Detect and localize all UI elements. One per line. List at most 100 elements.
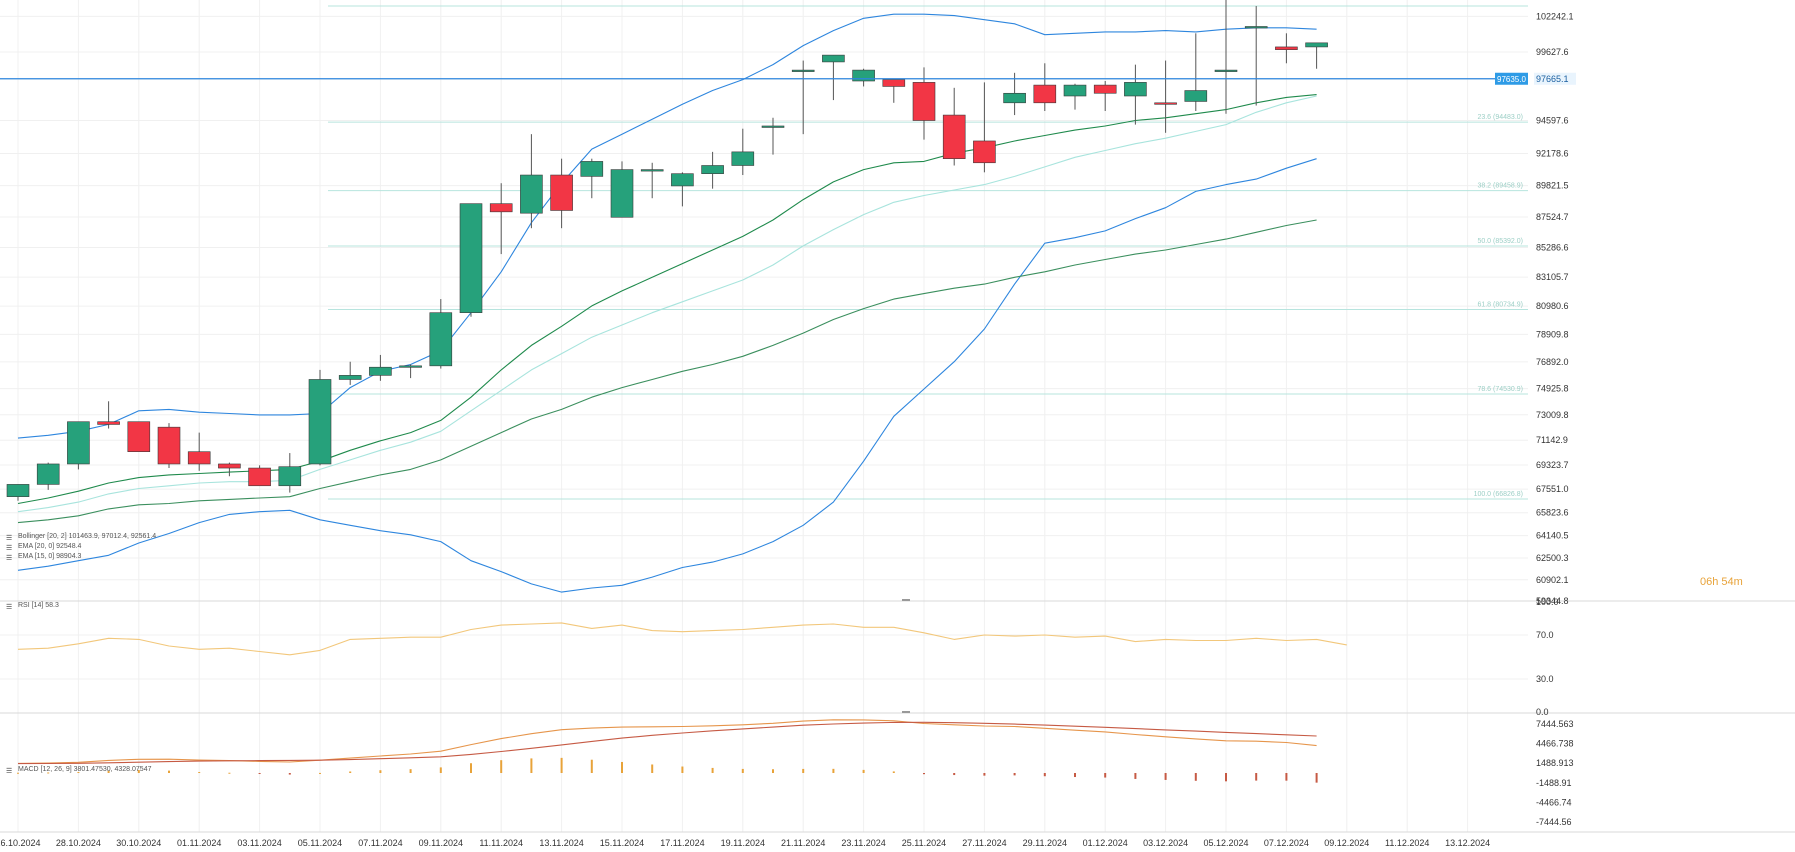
legend-bollinger[interactable]: ☰ Bollinger [20, 2] 101463.9, 97012.4, 9… — [6, 532, 156, 542]
candle-bear — [1154, 102, 1177, 105]
date-tick-label: 11.12.2024 — [1385, 838, 1429, 848]
price-tick-label: 71142.9 — [1536, 435, 1568, 445]
settings-icon[interactable]: ☰ — [6, 603, 13, 611]
macd-panel — [17, 719, 1318, 783]
rsi-panel — [0, 622, 1528, 680]
macd-histogram-bar — [409, 769, 412, 773]
price-tick-label: 92178.6 — [1536, 149, 1569, 159]
bid-price-label: 97635.0 — [1497, 75, 1526, 84]
candle-bear — [1093, 84, 1117, 94]
date-tick-label: 13.11.2024 — [539, 838, 583, 848]
macd-tick-label: -1488.91 — [1536, 778, 1572, 788]
settings-icon[interactable]: ☰ — [6, 554, 13, 562]
macd-histogram-bar — [1255, 773, 1258, 781]
macd-tick-label: 7444.563 — [1536, 719, 1574, 729]
rsi-legend[interactable]: ☰ RSI [14] 58.3 — [6, 601, 59, 611]
macd-histogram-bar — [590, 759, 593, 773]
candle-bear — [942, 114, 966, 159]
candle-bear — [248, 467, 271, 487]
candle-bull — [610, 169, 634, 218]
date-tick-label: 11.11.2024 — [479, 838, 523, 848]
macd-histogram-bar — [681, 766, 684, 773]
candle-bear — [127, 421, 151, 452]
candle-bull — [822, 54, 845, 63]
bid-price-tag — [1495, 72, 1528, 85]
macd-histogram-bar — [137, 770, 140, 773]
macd-histogram-bar — [77, 772, 80, 774]
price-tick-label: 60902.1 — [1536, 575, 1569, 585]
price-tick-label: 74925.8 — [1536, 384, 1569, 394]
candle-bull — [1184, 90, 1208, 102]
candle-bear — [157, 426, 181, 465]
candle-bull — [369, 366, 392, 376]
macd-histogram-bar — [1043, 773, 1046, 777]
date-tick-label: 19.11.2024 — [721, 838, 765, 848]
legend-ema20[interactable]: ☰ EMA [20, 0] 92548.4 — [6, 542, 156, 552]
settings-icon[interactable]: ☰ — [6, 544, 13, 552]
fib-level-label: 78.6 (74530.9) — [1477, 386, 1523, 393]
macd-histogram-bar — [349, 771, 352, 773]
candle-bull — [67, 421, 90, 465]
macd-histogram-bar — [862, 769, 865, 773]
candle-bear — [973, 140, 996, 164]
candle-bull — [791, 69, 815, 72]
macd-signal-line — [17, 721, 1317, 765]
macd-histogram-bar — [651, 764, 654, 773]
candle-bull — [520, 174, 543, 214]
date-tick-label: 15.11.2024 — [600, 838, 644, 848]
macd-legend[interactable]: ☰ MACD [12, 26, 9] 3801.47530, 4328.0754… — [6, 765, 152, 775]
macd-tick-label: 1488.913 — [1536, 758, 1574, 768]
macd-histogram-bar — [1074, 773, 1076, 778]
candle-bull — [761, 125, 785, 128]
legend-ema15[interactable]: ☰ EMA [15, 0] 98904.3 — [6, 552, 156, 562]
candle-bear — [187, 451, 211, 465]
date-tick-label: 23.11.2024 — [841, 838, 885, 848]
fib-level-label: 61.8 (80734.9) — [1477, 301, 1523, 308]
candle-bull — [852, 69, 875, 82]
price-tick-label: 69323.7 — [1536, 460, 1569, 470]
date-tick-label: 27.11.2024 — [962, 838, 1006, 848]
macd-histogram-bar — [1104, 773, 1107, 778]
candle-bull — [308, 379, 332, 465]
date-tick-label: 07.11.2024 — [358, 838, 402, 848]
current-price-tag — [1534, 72, 1576, 85]
fib-level-label: 23.6 (94483.0) — [1477, 114, 1523, 121]
candle-bull — [338, 375, 362, 380]
price-tick-label: 73009.8 — [1536, 410, 1569, 420]
fib-level-label: 100.0 (66826.8) — [1474, 491, 1523, 498]
macd-histogram-bar — [1315, 773, 1318, 783]
date-tick-label: 26.10.2024 — [0, 838, 41, 848]
candle-bull — [701, 165, 724, 174]
candle-bear — [1275, 46, 1298, 50]
settings-icon[interactable]: ☰ — [6, 767, 13, 775]
bollinger-bands — [17, 13, 1317, 593]
price-tick-label: 64140.5 — [1536, 531, 1569, 541]
macd-histogram-bar — [198, 772, 201, 774]
date-tick-label: 05.12.2024 — [1203, 838, 1248, 848]
price-tick-label: 94597.6 — [1536, 116, 1569, 126]
candle-bull — [731, 151, 755, 166]
macd-histogram-bar — [560, 757, 563, 773]
legend-macd-text: MACD [12, 26, 9] 3801.47530, 4328.07547 — [18, 766, 152, 773]
date-tick-label: 17.11.2024 — [660, 838, 704, 848]
ema15-line — [17, 95, 1317, 513]
rsi-tick-label: 100.0 — [1536, 597, 1559, 607]
date-tick-label: 13.12.2024 — [1445, 838, 1490, 848]
macd-histogram-bar — [1285, 773, 1288, 781]
macd-histogram-bar — [228, 772, 231, 774]
macd-histogram-bar — [379, 770, 382, 773]
candle-bull — [429, 312, 453, 367]
macd-tick-label: -4466.74 — [1536, 798, 1572, 808]
candle-bull — [580, 161, 604, 177]
legend-ema15-text: EMA [15, 0] 98904.3 — [18, 553, 82, 560]
candle-bear — [97, 421, 120, 425]
candle-bull — [1214, 69, 1238, 72]
macd-histogram-bar — [500, 760, 503, 773]
price-tick-label: 89821.5 — [1536, 181, 1569, 191]
macd-tick-label: 4466.738 — [1536, 738, 1574, 748]
macd-histogram-bar — [288, 773, 291, 775]
macd-histogram-bar — [319, 772, 321, 774]
settings-icon[interactable]: ☰ — [6, 534, 13, 542]
macd-histogram-bar — [741, 768, 744, 773]
